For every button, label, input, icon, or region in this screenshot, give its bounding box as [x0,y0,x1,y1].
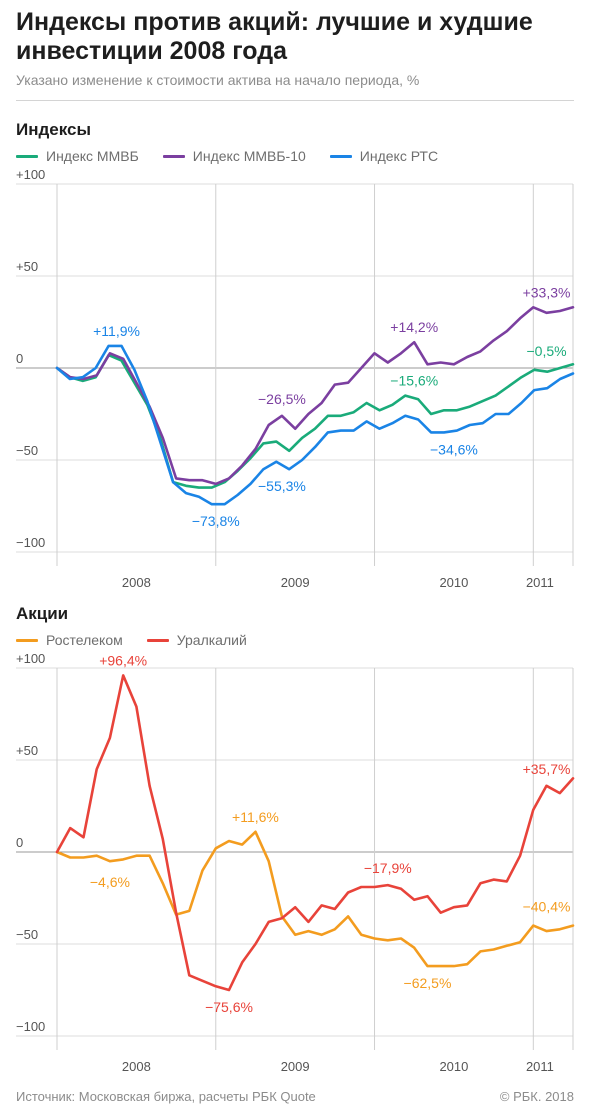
indices-ytick-label: +100 [16,170,45,182]
stocks-ytick-label: 0 [16,835,23,850]
stocks-data-label: −62,5% [404,975,452,991]
indices-legend: Индекс ММВБ Индекс ММВБ-10 Индекс РТС [16,148,438,164]
legend-label-micex: Индекс ММВБ [46,148,139,164]
legend-label-uralkali: Уралкалий [176,632,247,648]
indices-year-label: 2011 [526,575,554,590]
indices-data-label: +14,2% [390,319,438,335]
indices-year-label: 2008 [122,575,151,590]
legend-label-rostelecom: Ростелеком [46,632,123,648]
legend-item-rts: Индекс РТС [329,148,439,164]
indices-data-label: −15,6% [390,372,438,388]
indices-ytick-label: −100 [16,535,45,550]
stocks-chart: +100 +50 0 −50 −100 2008 2009 2010 2011 +96,4% −4,… [16,654,575,1074]
indices-chart: +100 +50 0 −50 −100 2008 2009 2010 2011 +11,9% −73… [16,170,575,590]
copyright: © РБК. 2018 [499,1089,574,1104]
legend-swatch-rts [329,154,352,158]
indices-year-label: 2009 [281,575,310,590]
indices-data-label: −26,5% [258,391,306,407]
legend-label-rts: Индекс РТС [359,148,439,164]
legend-item-rostelecom: Ростелеком [16,632,123,648]
stocks-year-label: 2011 [526,1059,554,1074]
legend-swatch-micex10 [162,154,185,158]
legend-label-micex10: Индекс ММВБ-10 [192,148,306,164]
stocks-data-label: +96,4% [99,654,147,668]
indices-ytick-label: −50 [16,443,38,458]
indices-series-line-0 [55,353,575,489]
stocks-legend: Ростелеком Уралкалий [16,632,247,648]
indices-data-label: −34,6% [430,441,478,457]
stocks-data-label: +35,7% [523,761,571,777]
source-note: Источник: Московская биржа, расчеты РБК … [16,1089,316,1104]
stocks-data-label: −4,6% [90,874,130,890]
header-divider [16,100,574,101]
indices-ytick-label: 0 [16,351,23,366]
stocks-data-label: +11,6% [232,809,279,825]
stocks-year-label: 2010 [439,1059,468,1074]
stocks-ytick-label: +50 [16,743,38,758]
indices-data-label: +33,3% [523,284,571,300]
stocks-year-label: 2008 [122,1059,151,1074]
stocks-ytick-label: −100 [16,1019,45,1034]
stocks-ytick-label: +100 [16,654,45,666]
legend-item-micex10: Индекс ММВБ-10 [162,148,306,164]
stocks-series-line-1 [55,674,575,992]
stocks-data-label: −17,9% [364,860,412,876]
indices-data-label: −55,3% [258,478,306,494]
stocks-year-label: 2009 [281,1059,310,1074]
stocks-chart-title: Акции [16,604,69,623]
indices-series-line-1 [55,306,575,486]
stocks-data-label: −40,4% [523,899,571,915]
legend-swatch-rostelecom [16,638,38,642]
indices-year-label: 2010 [439,575,468,590]
indices-series-line-2 [55,344,575,506]
legend-item-micex: Индекс ММВБ [16,148,139,164]
legend-swatch-uralkali [146,638,169,642]
page-title: Индексы против акций: лучшие и худшие ин… [16,8,533,65]
legend-swatch-micex [16,154,38,158]
legend-item-uralkali: Уралкалий [146,632,247,648]
indices-data-label: −73,8% [192,513,240,529]
indices-data-label: −0,5% [526,343,566,359]
indices-chart-title: Индексы [16,120,91,139]
indices-data-label: +11,9% [93,323,140,339]
indices-ytick-label: +50 [16,259,38,274]
page-subtitle: Указано изменение к стоимости актива на … [16,72,420,88]
stocks-data-label: −75,6% [205,999,253,1015]
stocks-ytick-label: −50 [16,927,38,942]
stocks-series-line-0 [55,830,575,968]
